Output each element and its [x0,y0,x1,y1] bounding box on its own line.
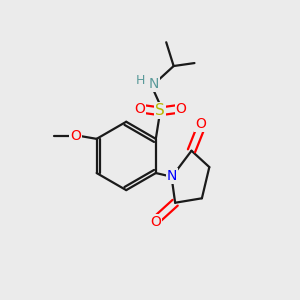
Text: S: S [155,103,165,118]
Text: O: O [150,215,161,229]
Text: O: O [195,117,206,131]
Text: N: N [167,169,177,183]
Text: O: O [70,129,81,143]
Text: O: O [134,102,145,116]
Text: N: N [148,77,159,91]
Text: O: O [176,102,187,116]
Text: H: H [135,74,145,87]
